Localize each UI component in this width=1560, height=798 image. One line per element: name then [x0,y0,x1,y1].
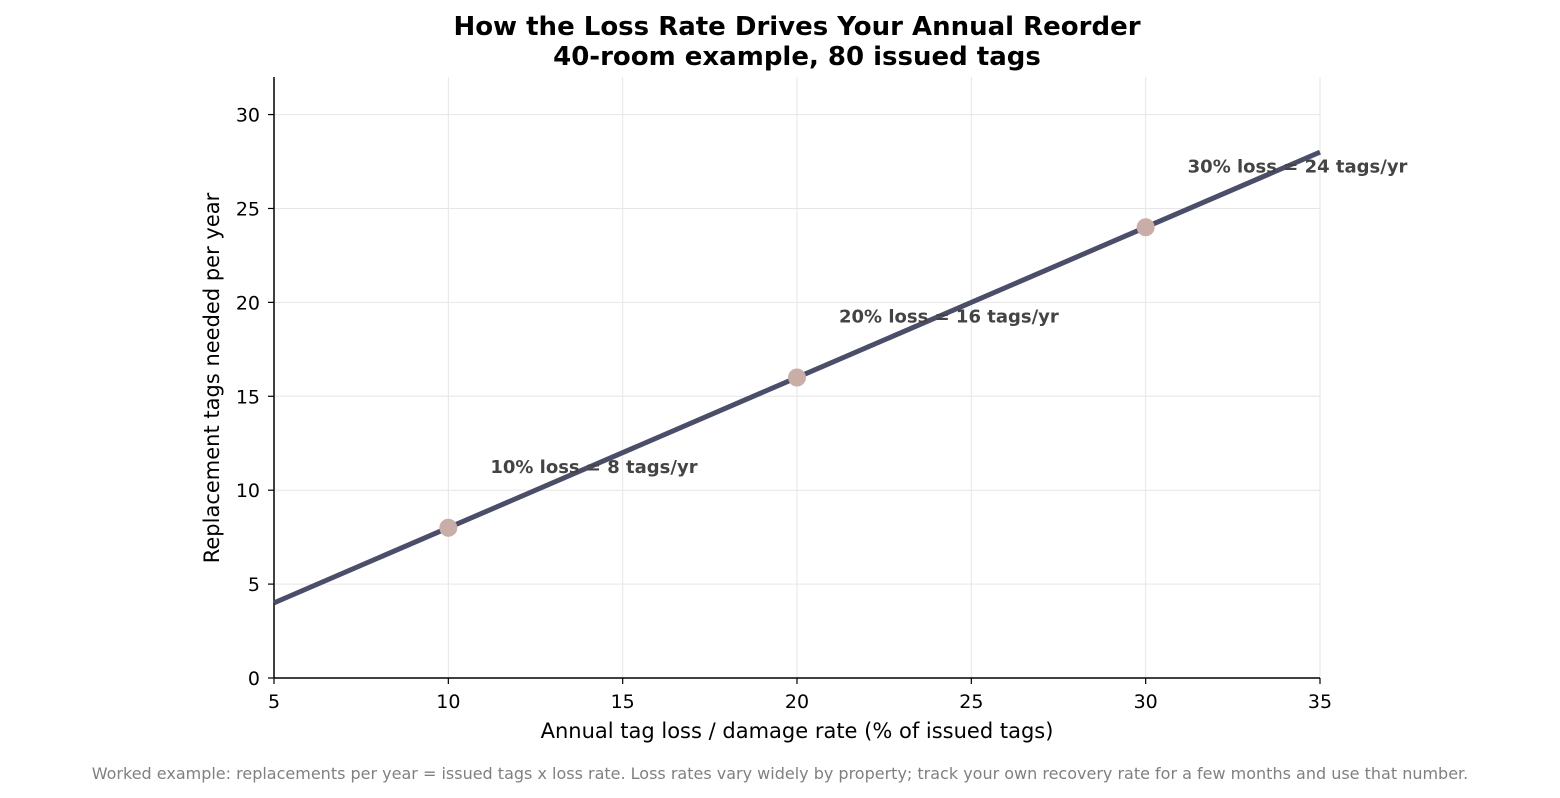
y-tick-label: 15 [236,386,260,408]
x-tick-label: 30 [1134,691,1158,713]
y-tick-label: 10 [236,480,260,502]
data-point [439,518,458,537]
x-tick-label: 15 [611,691,635,713]
annotations: 10% loss = 8 tags/yr 20% loss = 16 tags/y… [490,156,1407,478]
x-tick-label: 35 [1308,691,1332,713]
y-tick-label: 0 [248,668,260,690]
x-tick-label: 25 [959,691,983,713]
chart-subtitle: 40-room example, 80 issued tags [553,42,1041,72]
y-tick-label: 25 [236,198,260,220]
y-tick-label: 30 [236,105,260,127]
data-point [788,368,806,387]
x-tick-label: 5 [268,691,280,713]
y-axis-label: Replacement tags needed per year [200,192,224,563]
x-axis-label: Annual tag loss / damage rate (% of issu… [541,719,1054,743]
grid [273,77,1321,679]
data-label: 30% loss = 24 tags/yr [1188,156,1408,177]
data-label: 20% loss = 16 tags/yr [839,307,1059,328]
y-tick-label: 20 [236,292,260,314]
series [273,149,1321,606]
x-tick-label: 10 [436,691,460,713]
data-label: 10% loss = 8 tags/yr [490,457,697,478]
chart-title: How the Loss Rate Drives Your Annual Reo… [453,12,1140,42]
data-point [1136,218,1155,237]
x-tick-label: 20 [785,691,809,713]
y-tick-label: 5 [248,574,260,596]
footnote: Worked example: replacements per year = … [91,764,1469,783]
